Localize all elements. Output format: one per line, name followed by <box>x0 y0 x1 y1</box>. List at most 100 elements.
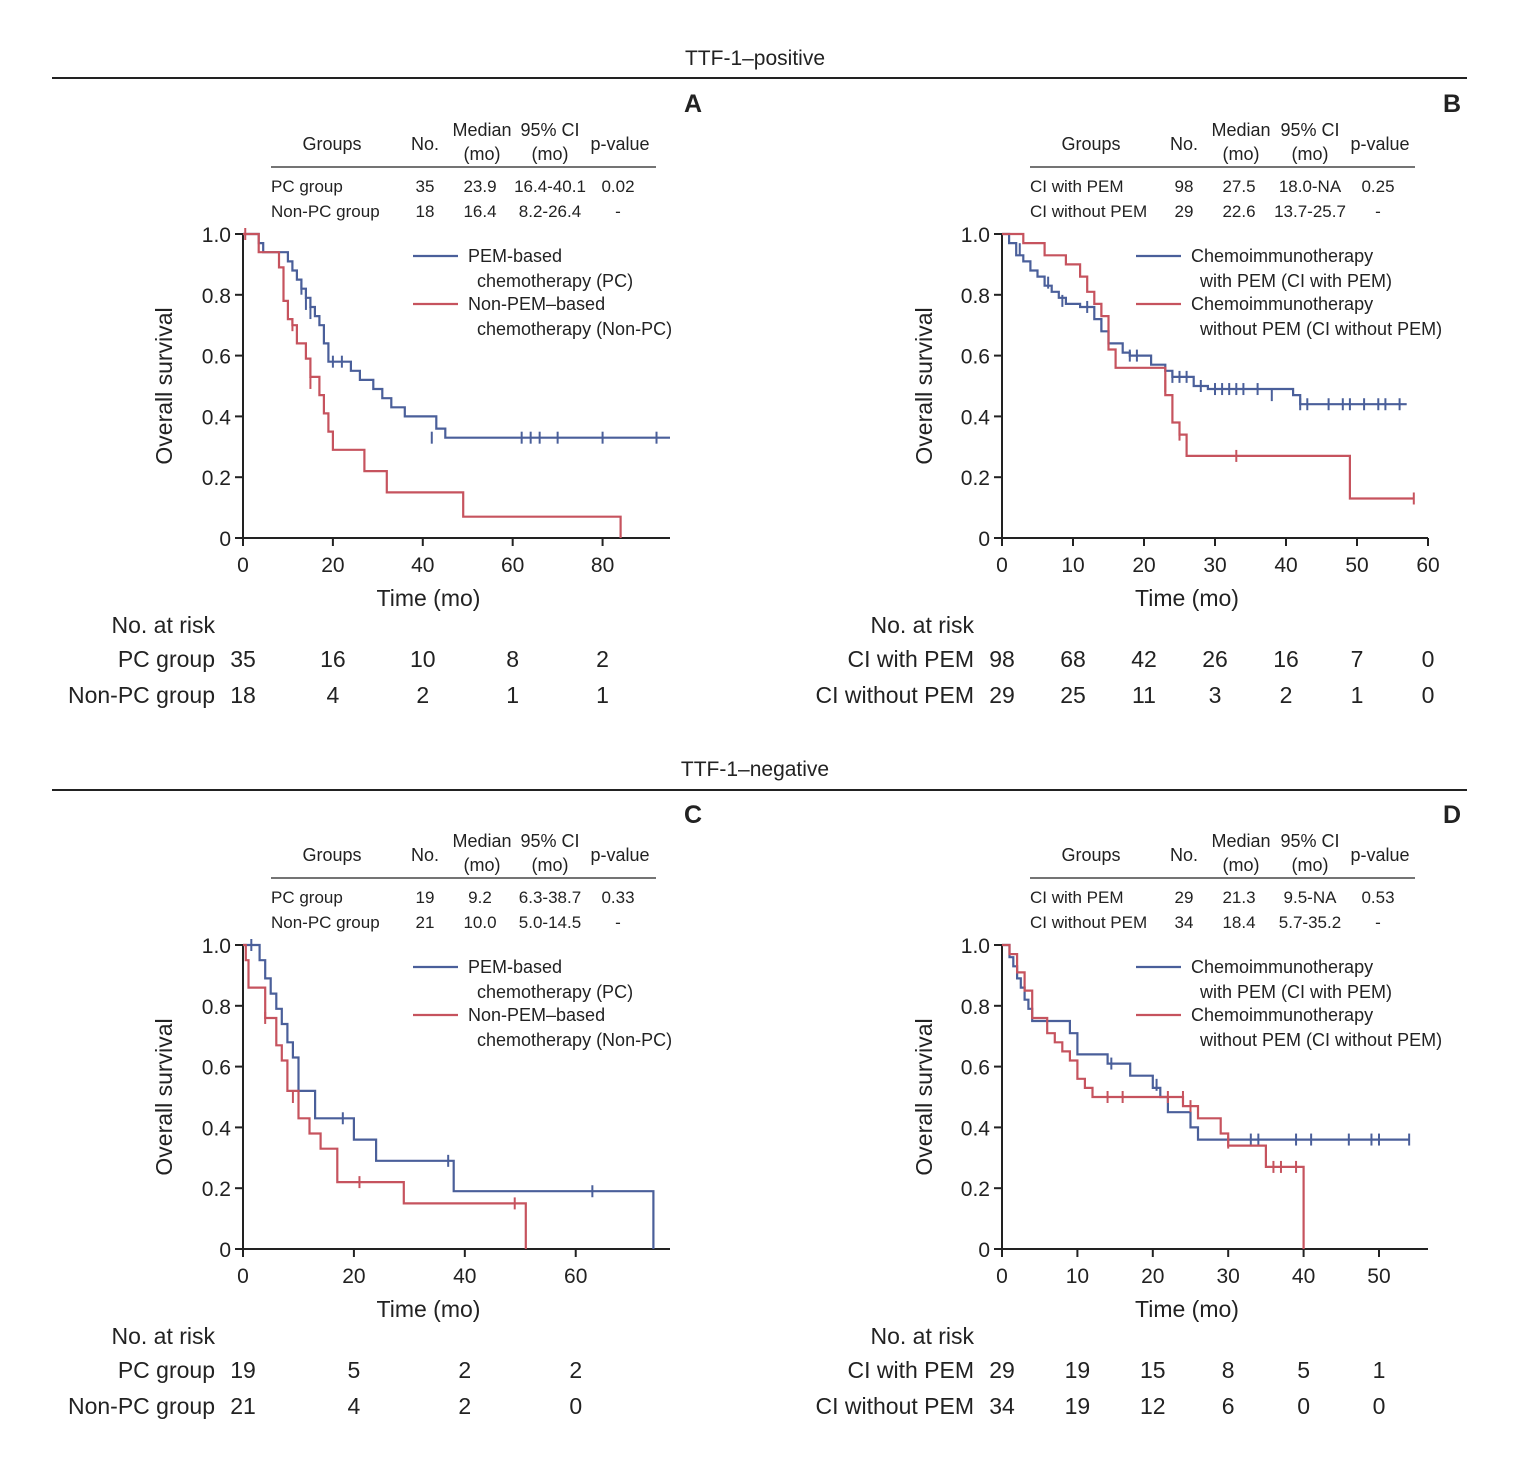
x-tick-label: 50 <box>1367 1265 1390 1288</box>
panels-container: A Groups No. Median (mo) 95% CI (mo) p-value PC … <box>68 90 1461 1419</box>
x-tick-label: 40 <box>1274 554 1297 577</box>
legend-label: Non-PEM–based <box>468 1005 605 1025</box>
table-header-ci: 95% CI <box>1280 831 1339 851</box>
y-tick-label: 1.0 <box>202 224 231 247</box>
at-risk-value: 98 <box>989 646 1015 672</box>
legend-label: Chemoimmunotherapy <box>1191 1005 1373 1025</box>
at-risk-value: 1 <box>1351 682 1364 708</box>
at-risk-value: 2 <box>1280 682 1293 708</box>
at-risk-value: 16 <box>1273 646 1299 672</box>
at-risk-value: 29 <box>989 1357 1015 1383</box>
x-tick-label: 10 <box>1066 1265 1089 1288</box>
y-tick-label: 0 <box>219 528 231 551</box>
y-tick-label: 0 <box>219 1239 231 1262</box>
table-cell-group: Non-PC group <box>271 202 380 221</box>
legend-label: Chemoimmunotherapy <box>1191 246 1373 266</box>
legend-label: without PEM (CI without PEM) <box>1199 1030 1442 1050</box>
table-cell-ci: 8.2-26.4 <box>519 202 581 221</box>
at-risk-value: 1 <box>1373 1357 1386 1383</box>
table-header-ci-unit: (mo) <box>532 855 569 875</box>
table-cell-median: 22.6 <box>1222 202 1255 221</box>
table-header-pvalue: p-value <box>590 845 649 865</box>
x-tick-label: 60 <box>1416 554 1439 577</box>
y-tick-label: 0.2 <box>202 1178 231 1201</box>
table-header-median-unit: (mo) <box>1223 144 1260 164</box>
survival-curve-series2 <box>243 232 622 538</box>
legend-label: chemotherapy (Non-PC) <box>477 319 672 339</box>
y-tick-label: 0.2 <box>202 467 231 490</box>
legend-label: Chemoimmunotherapy <box>1191 294 1373 314</box>
at-risk-value: 15 <box>1140 1357 1166 1383</box>
at-risk-value: 19 <box>230 1357 256 1383</box>
table-cell-ci: 6.3-38.7 <box>519 888 581 907</box>
x-axis-label: Time (mo) <box>1135 585 1239 611</box>
x-tick-label: 50 <box>1345 554 1368 577</box>
x-tick-label: 40 <box>453 1265 476 1288</box>
at-risk-value: 42 <box>1131 646 1157 672</box>
y-tick-label: 1.0 <box>961 224 990 247</box>
y-tick-label: 0 <box>978 528 990 551</box>
x-axis-label: Time (mo) <box>1135 1296 1239 1322</box>
at-risk-value: 2 <box>416 682 429 708</box>
table-cell-median: 9.2 <box>468 888 492 907</box>
panel-letter: D <box>1443 801 1461 829</box>
panel-b: B Groups No. Median (mo) 95% CI (mo) p-value CI … <box>816 90 1462 708</box>
table-cell-group: CI without PEM <box>1030 913 1147 932</box>
at-risk-value: 12 <box>1140 1393 1166 1419</box>
y-axis-label: Overall survival <box>151 1018 177 1175</box>
table-cell-ci: 13.7-25.7 <box>1274 202 1346 221</box>
table-cell-ci: 16.4-40.1 <box>514 177 586 196</box>
table-cell-pvalue: 0.33 <box>601 888 634 907</box>
table-header-pvalue: p-value <box>590 134 649 154</box>
at-risk-value: 10 <box>410 646 436 672</box>
table-header-groups: Groups <box>1061 845 1120 865</box>
table-header-ci: 95% CI <box>1280 120 1339 140</box>
table-header-no: No. <box>411 845 439 865</box>
section-title-negative: TTF-1–negative <box>681 758 829 781</box>
y-tick-label: 1.0 <box>202 935 231 958</box>
table-header-median: Median <box>1211 831 1270 851</box>
at-risk-value: 4 <box>326 682 339 708</box>
at-risk-value: 16 <box>320 646 346 672</box>
x-tick-label: 0 <box>996 1265 1008 1288</box>
y-tick-label: 0.8 <box>961 285 990 308</box>
x-tick-label: 20 <box>1132 554 1155 577</box>
table-header-median: Median <box>452 120 511 140</box>
table-header-median-unit: (mo) <box>464 144 501 164</box>
survival-curve-series1 <box>243 943 655 1249</box>
x-tick-label: 0 <box>237 554 249 577</box>
table-cell-group: PC group <box>271 888 343 907</box>
x-tick-label: 20 <box>1141 1265 1164 1288</box>
y-tick-label: 0.8 <box>961 996 990 1019</box>
at-risk-value: 6 <box>1222 1393 1235 1419</box>
table-header-groups: Groups <box>302 845 361 865</box>
table-cell-no: 18 <box>416 202 435 221</box>
survival-curve-series2 <box>1002 232 1414 500</box>
at-risk-value: 21 <box>230 1393 256 1419</box>
x-tick-label: 60 <box>501 554 524 577</box>
at-risk-value: 68 <box>1060 646 1086 672</box>
y-tick-label: 0.4 <box>961 1117 991 1140</box>
at-risk-value: 0 <box>1422 646 1435 672</box>
legend-label: chemotherapy (Non-PC) <box>477 1030 672 1050</box>
x-axis-label: Time (mo) <box>377 1296 481 1322</box>
at-risk-value: 19 <box>1065 1357 1091 1383</box>
table-cell-pvalue: - <box>615 913 621 932</box>
at-risk-value: 0 <box>1297 1393 1310 1419</box>
survival-curve-series1 <box>243 232 670 439</box>
at-risk-value: 1 <box>596 682 609 708</box>
table-cell-group: CI with PEM <box>1030 177 1124 196</box>
legend-label: chemotherapy (PC) <box>477 271 633 291</box>
legend-label: chemotherapy (PC) <box>477 982 633 1002</box>
panel-letter: A <box>684 90 702 118</box>
x-tick-label: 10 <box>1061 554 1084 577</box>
panel-c: C Groups No. Median (mo) 95% CI (mo) p-value PC … <box>68 801 702 1419</box>
table-header-no: No. <box>411 134 439 154</box>
table-cell-ci: 18.0-NA <box>1279 177 1342 196</box>
legend-label: Non-PEM–based <box>468 294 605 314</box>
at-risk-value: 18 <box>230 682 256 708</box>
x-tick-label: 30 <box>1203 554 1226 577</box>
at-risk-value: 2 <box>458 1357 471 1383</box>
at-risk-value: 29 <box>989 682 1015 708</box>
